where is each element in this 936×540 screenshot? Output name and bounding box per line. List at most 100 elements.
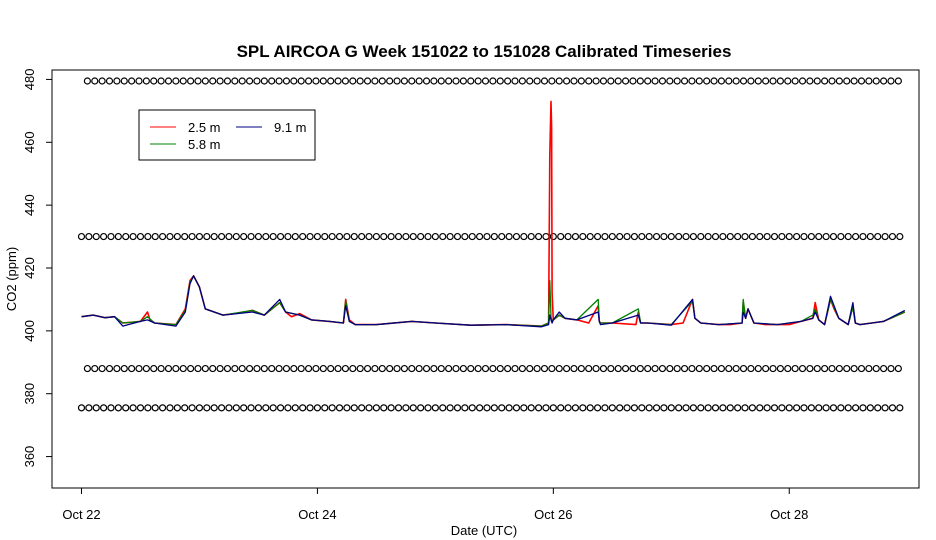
reference-circle: [343, 232, 351, 241]
reference-circle: [829, 232, 838, 241]
reference-circle: [253, 364, 261, 373]
reference-circle: [476, 232, 484, 241]
reference-circle: [865, 77, 873, 85]
reference-circle: [349, 364, 357, 373]
reference-circle: [393, 364, 401, 373]
reference-circle: [658, 77, 667, 85]
reference-circle: [260, 364, 268, 373]
reference-circle: [445, 364, 453, 373]
reference-circle: [520, 232, 528, 241]
reference-circle: [785, 232, 793, 241]
reference-circle: [652, 232, 661, 241]
reference-circle: [638, 232, 646, 241]
reference-circle: [894, 77, 902, 85]
reference-circle: [83, 77, 91, 85]
reference-circle: [644, 77, 652, 85]
y-tick-label: 400: [22, 320, 37, 342]
reference-circle: [431, 404, 439, 412]
reference-circle: [739, 77, 748, 85]
plot-frame: [51, 69, 920, 489]
reference-circle: [483, 232, 491, 241]
reference-circle: [203, 404, 211, 412]
reference-circle: [754, 77, 762, 85]
reference-circle: [739, 364, 748, 373]
reference-circle: [800, 404, 808, 412]
reference-circle: [623, 232, 631, 241]
reference-circle: [245, 364, 254, 373]
reference-circle: [268, 77, 276, 85]
reference-circle: [726, 404, 734, 412]
reference-circle: [461, 404, 469, 412]
reference-circle: [666, 77, 674, 85]
reference-circle: [791, 364, 799, 373]
reference-circle: [630, 404, 639, 412]
reference-circle: [682, 232, 690, 241]
reference-circle: [349, 77, 357, 85]
reference-circle: [498, 404, 506, 412]
reference-circle: [129, 404, 137, 412]
reference-circle: [275, 364, 283, 373]
reference-circle: [424, 232, 432, 241]
reference-circle: [857, 364, 866, 373]
reference-circle: [358, 404, 366, 412]
reference-circle: [769, 364, 777, 373]
reference-circle: [363, 364, 372, 373]
reference-circle: [489, 364, 497, 373]
reference-circle: [689, 404, 698, 412]
reference-circle: [866, 404, 874, 412]
reference-circle: [299, 404, 307, 412]
reference-circle: [489, 77, 497, 85]
reference-circle: [321, 232, 329, 241]
y-tick-label: 380: [22, 383, 37, 405]
reference-circle: [129, 232, 137, 241]
reference-circle: [496, 77, 504, 85]
reference-circle: [409, 232, 417, 241]
reference-circle: [225, 232, 233, 241]
reference-circle: [231, 364, 239, 373]
reference-circle: [660, 404, 668, 412]
reference-circle: [601, 232, 609, 241]
reference-circle: [321, 404, 329, 412]
reference-circle: [105, 77, 114, 85]
reference-circle: [815, 404, 823, 412]
reference-circle: [887, 77, 895, 85]
reference-circle: [585, 364, 593, 373]
reference-circle: [210, 232, 218, 241]
reference-circle: [282, 364, 291, 373]
reference-circle: [481, 364, 490, 373]
reference-circle: [621, 77, 630, 85]
reference-circle: [599, 77, 608, 85]
series-lines: [81, 100, 906, 328]
reference-circle: [585, 77, 593, 85]
reference-circle: [260, 77, 268, 85]
reference-circle: [763, 232, 771, 241]
reference-circle: [704, 232, 712, 241]
reference-circle: [835, 364, 843, 373]
reference-circle: [504, 77, 512, 85]
reference-circle: [621, 364, 630, 373]
reference-circle: [179, 77, 187, 85]
reference-circle: [533, 364, 541, 373]
reference-circle: [592, 364, 600, 373]
chart-title: SPL AIRCOA G Week 151022 to 151028 Calib…: [237, 42, 732, 61]
reference-circle: [880, 364, 888, 373]
reference-circle: [616, 404, 624, 412]
reference-circle: [505, 232, 513, 241]
reference-circle: [166, 404, 174, 412]
reference-circle: [350, 404, 358, 412]
reference-circle: [607, 364, 615, 373]
reference-circle: [100, 232, 108, 241]
reference-circle: [829, 404, 838, 412]
reference-circle: [555, 77, 563, 85]
reference-circle: [297, 364, 305, 373]
reference-circle: [644, 364, 652, 373]
reference-circle: [483, 404, 491, 412]
reference-circle: [120, 364, 128, 373]
reference-circle: [843, 77, 851, 85]
reference-circle: [150, 77, 158, 85]
reference-circle: [511, 364, 519, 373]
reference-circle: [144, 404, 152, 412]
reference-circle: [747, 77, 755, 85]
reference-circle: [114, 232, 122, 241]
reference-circle: [734, 404, 742, 412]
